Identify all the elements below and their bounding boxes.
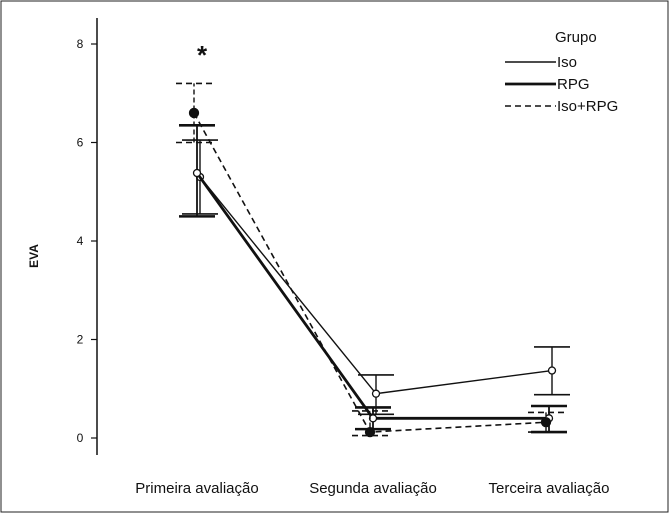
significance-annotation: * [197, 40, 208, 70]
annotations: * [197, 40, 208, 70]
legend: Grupo Iso RPG Iso+RPG [505, 29, 618, 115]
y-ticks: 0 2 4 6 8 [77, 37, 97, 445]
data-point [540, 417, 552, 428]
data-point [192, 168, 202, 178]
y-tick-label: 8 [77, 37, 84, 51]
y-axis-title: EVA [27, 244, 41, 268]
y-tick-label: 0 [77, 431, 84, 445]
data-point [547, 366, 557, 375]
series-layer [176, 82, 570, 438]
legend-label: Iso [557, 54, 577, 71]
category-labels: Primeira avaliação Segunda avaliação Terce… [135, 480, 609, 497]
y-tick-label: 2 [77, 333, 84, 347]
legend-title: Grupo [555, 29, 597, 46]
y-tick-label: 4 [77, 234, 84, 248]
data-point [364, 426, 376, 438]
category-label: Segunda avaliação [309, 480, 437, 497]
data-point [371, 389, 381, 398]
series-iso-rpg [176, 82, 564, 438]
y-tick-label: 6 [77, 136, 84, 150]
legend-label: Iso+RPG [557, 98, 618, 115]
category-label: Terceira avaliação [489, 480, 610, 497]
data-point [188, 107, 200, 119]
category-label: Primeira avaliação [135, 480, 258, 497]
legend-label: RPG [557, 76, 590, 93]
